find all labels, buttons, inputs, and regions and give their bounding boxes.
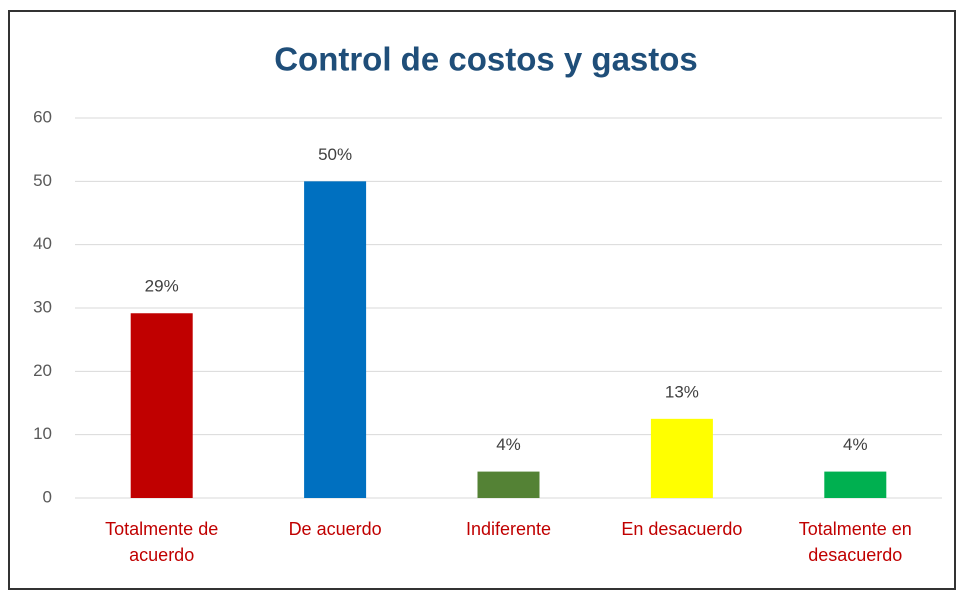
y-tick-label: 50 — [33, 171, 52, 190]
x-tick-label: Totalmente de acuerdo — [105, 519, 219, 565]
y-tick-label: 20 — [33, 361, 52, 380]
y-tick-label: 40 — [33, 234, 52, 253]
y-tick-label: 60 — [33, 107, 52, 126]
data-label: 4% — [843, 435, 868, 454]
data-label: 29% — [145, 277, 179, 296]
x-tick-label: En desacuerdo — [621, 519, 743, 539]
data-label: 50% — [318, 145, 352, 164]
bar — [304, 181, 367, 499]
y-tick-label: 10 — [33, 424, 52, 443]
bar — [824, 471, 887, 498]
data-label: 13% — [665, 382, 699, 401]
y-tick-label: 0 — [43, 487, 52, 506]
bar — [650, 418, 713, 498]
x-tick-label: De acuerdo — [288, 519, 382, 539]
data-label: 4% — [496, 435, 521, 454]
x-tick-label: Indiferente — [465, 519, 552, 539]
x-tick-label: Totalmente en desacuerdo — [798, 519, 912, 565]
chart-title: Control de costos y gastos — [274, 41, 698, 78]
bar — [477, 471, 540, 498]
bar — [130, 313, 193, 498]
y-tick-label: 30 — [33, 297, 52, 316]
